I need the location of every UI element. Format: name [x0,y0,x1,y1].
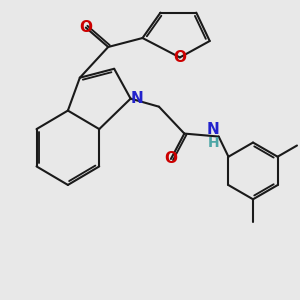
Text: N: N [207,122,220,136]
Text: O: O [164,152,177,166]
Text: H: H [208,136,219,150]
Text: N: N [131,91,143,106]
Text: O: O [173,50,186,65]
Text: O: O [79,20,92,35]
